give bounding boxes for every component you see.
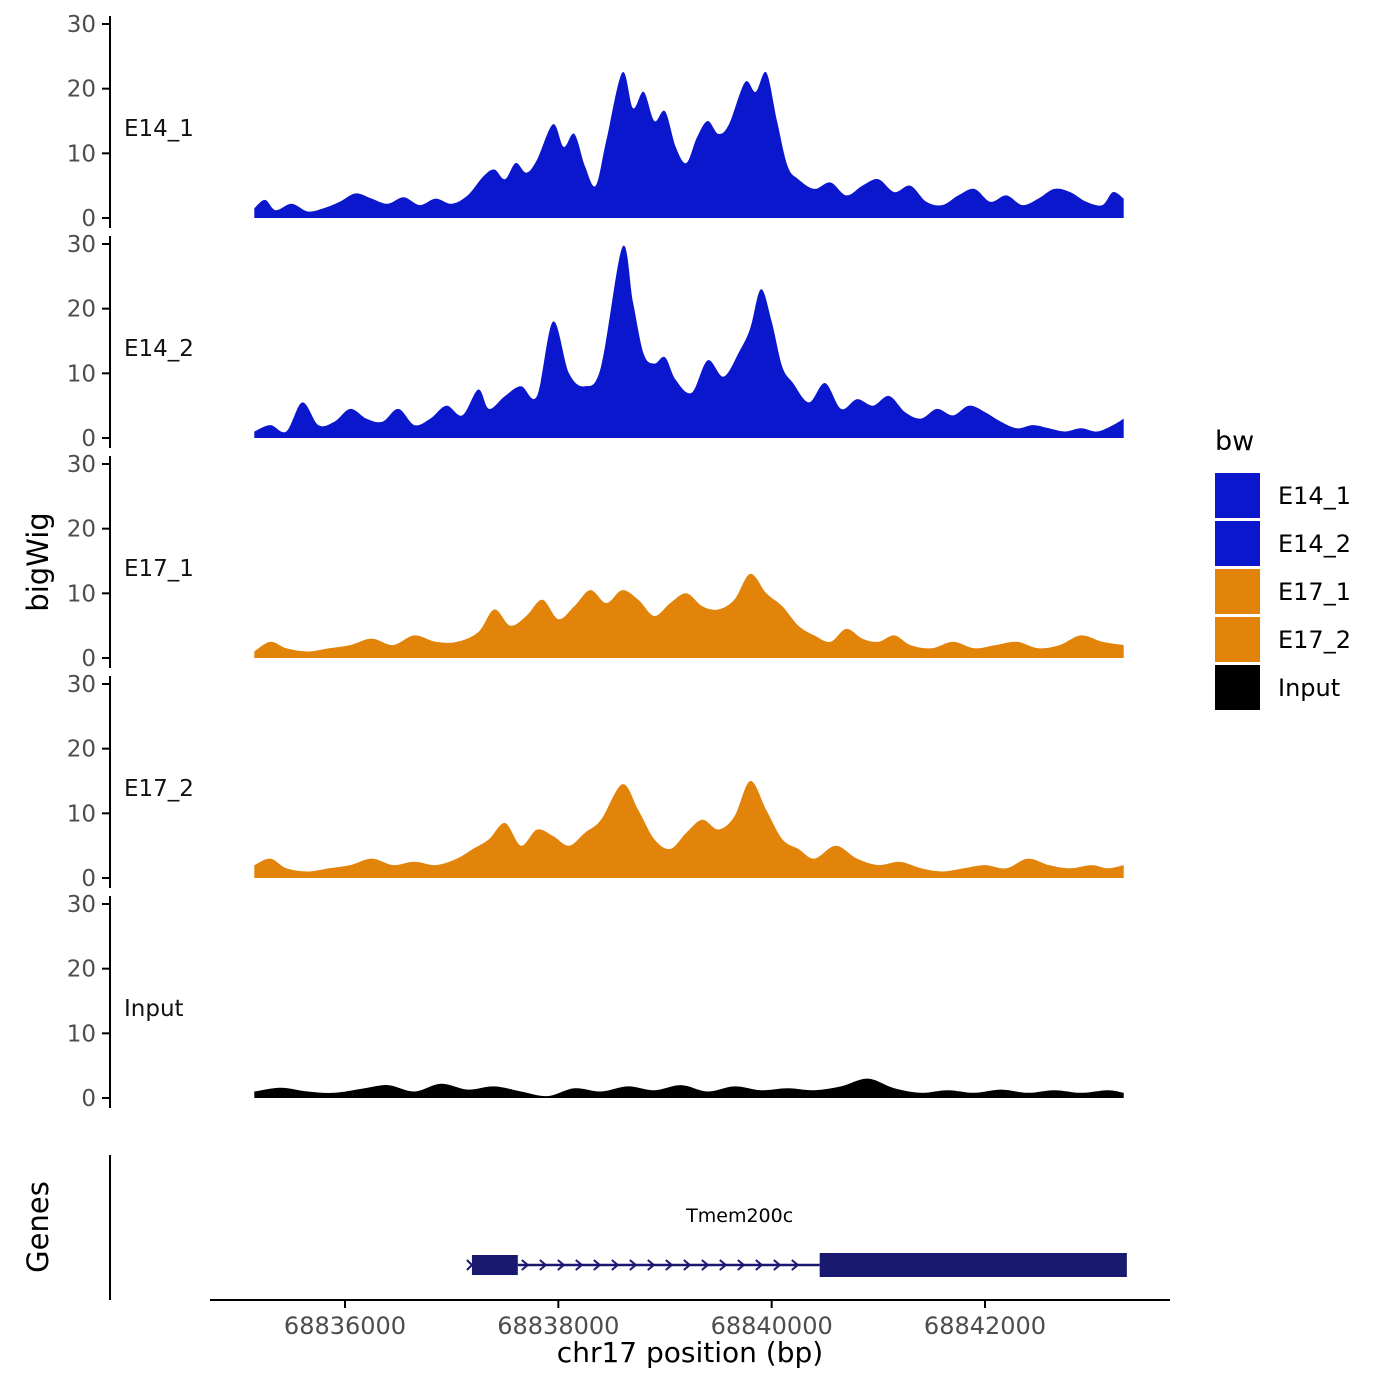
legend-item-input: Input bbox=[1215, 665, 1351, 710]
legend-items: E14_1 E14_2 E17_1 E17_2 Input bbox=[1215, 473, 1351, 710]
strand-arrow-icon bbox=[557, 1259, 566, 1271]
legend-item-label: E14_1 bbox=[1278, 481, 1351, 510]
coverage-area-e14_1 bbox=[254, 71, 1124, 218]
strand-arrow-icon bbox=[575, 1259, 584, 1271]
gene-exon bbox=[471, 1255, 518, 1275]
y-tick-label: 0 bbox=[81, 646, 96, 672]
x-tick-label: 68840000 bbox=[711, 1312, 833, 1340]
strand-arrow-icon bbox=[737, 1259, 746, 1271]
y-tick-label: 0 bbox=[81, 1086, 96, 1112]
strand-arrow-icon bbox=[611, 1259, 620, 1271]
strand-arrow-icon bbox=[773, 1259, 782, 1271]
y-tick-label: 10 bbox=[67, 141, 96, 167]
legend-swatch-icon bbox=[1215, 521, 1260, 566]
y-tick-label: 30 bbox=[67, 452, 96, 478]
y-tick-label: 20 bbox=[67, 77, 96, 103]
y-tick-label: 0 bbox=[81, 866, 96, 892]
strand-arrow-icon bbox=[647, 1259, 656, 1271]
track-label-e17_2: E17_2 bbox=[124, 776, 194, 802]
coverage-area-input bbox=[254, 1078, 1124, 1098]
coverage-area-e14_2 bbox=[254, 245, 1124, 438]
strand-arrow-icon bbox=[701, 1259, 710, 1271]
legend-swatch-icon bbox=[1215, 473, 1260, 518]
legend-item-e14_2: E14_2 bbox=[1215, 521, 1351, 566]
strand-arrow-icon bbox=[683, 1259, 692, 1271]
y-tick-label: 10 bbox=[67, 1021, 96, 1047]
y-tick-label: 20 bbox=[67, 737, 96, 763]
y-tick-label: 10 bbox=[67, 801, 96, 827]
y-tick-label: 30 bbox=[67, 892, 96, 918]
genes-panel: Tmem200c bbox=[109, 1155, 1127, 1300]
legend-swatch-icon bbox=[1215, 617, 1260, 662]
strand-arrow-icon bbox=[593, 1259, 602, 1271]
legend-swatch-icon bbox=[1215, 569, 1260, 614]
gene-exon bbox=[819, 1253, 1127, 1277]
y-tick-label: 20 bbox=[67, 517, 96, 543]
y-tick-label: 20 bbox=[67, 957, 96, 983]
strand-arrow-icon bbox=[539, 1259, 548, 1271]
x-tick-label: 68836000 bbox=[284, 1312, 406, 1340]
strand-arrow-icon bbox=[629, 1259, 638, 1271]
track-panel-input: 0 10 20 30 Input bbox=[67, 892, 1124, 1112]
x-tick-label: 68838000 bbox=[497, 1312, 619, 1340]
legend-item-label: E14_2 bbox=[1278, 529, 1351, 558]
legend-swatch-icon bbox=[1215, 665, 1260, 710]
y-tick-label: 30 bbox=[67, 232, 96, 258]
track-panel-e17_1: 0 10 20 30 E17_1 bbox=[67, 452, 1124, 672]
track-label-input: Input bbox=[124, 996, 184, 1022]
legend-item-e14_1: E14_1 bbox=[1215, 473, 1351, 518]
coverage-area-e17_2 bbox=[254, 780, 1124, 878]
legend-item-label: E17_1 bbox=[1278, 577, 1351, 606]
strand-arrow-icon bbox=[665, 1259, 674, 1271]
y-tick-label: 30 bbox=[67, 12, 96, 38]
legend: bw E14_1 E14_2 E17_1 E17_2 Input bbox=[1215, 426, 1351, 713]
y-tick-label: 0 bbox=[81, 206, 96, 232]
y-tick-label: 0 bbox=[81, 426, 96, 452]
track-panel-e17_2: 0 10 20 30 E17_2 bbox=[67, 672, 1124, 892]
legend-item-e17_1: E17_1 bbox=[1215, 569, 1351, 614]
y-tick-label: 20 bbox=[67, 297, 96, 323]
track-panel-e14_1: 0 10 20 30 E14_1 bbox=[67, 12, 1124, 232]
strand-arrow-icon bbox=[791, 1259, 800, 1271]
y-tick-label: 10 bbox=[67, 581, 96, 607]
track-label-e14_2: E14_2 bbox=[124, 336, 194, 362]
y-tick-label: 10 bbox=[67, 361, 96, 387]
legend-item-label: E17_2 bbox=[1278, 625, 1351, 654]
strand-arrow-icon bbox=[755, 1259, 764, 1271]
coverage-area-e17_1 bbox=[254, 573, 1124, 658]
strand-arrow-icon bbox=[719, 1259, 728, 1271]
track-label-e17_1: E17_1 bbox=[124, 556, 194, 582]
legend-item-e17_2: E17_2 bbox=[1215, 617, 1351, 662]
gene-start-marker-icon bbox=[466, 1259, 478, 1271]
gene-label: Tmem200c bbox=[685, 1205, 793, 1227]
x-axis-title: chr17 position (bp) bbox=[556, 1336, 824, 1369]
strand-arrow-icon bbox=[521, 1259, 530, 1271]
track-label-e14_1: E14_1 bbox=[124, 116, 194, 142]
track-panel-e14_2: 0 10 20 30 E14_2 bbox=[67, 232, 1124, 452]
legend-item-label: Input bbox=[1278, 673, 1341, 702]
legend-title: bw bbox=[1215, 426, 1255, 457]
y-tick-label: 30 bbox=[67, 672, 96, 698]
x-tick-label: 68842000 bbox=[924, 1312, 1046, 1340]
x-axis: 68836000 68838000 68840000 68842000 bbox=[210, 1299, 1170, 1340]
